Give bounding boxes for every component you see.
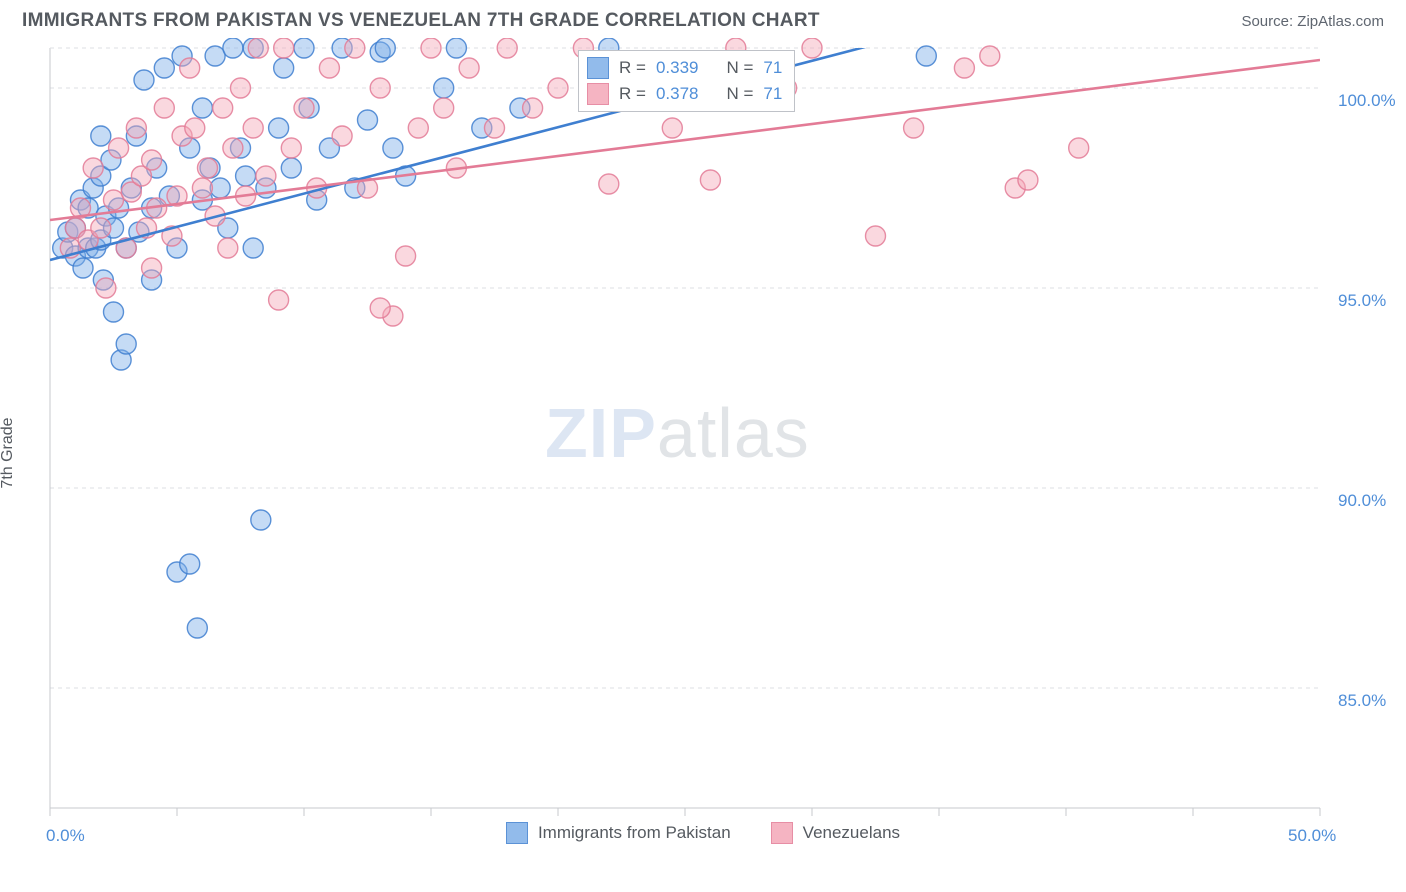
correlation-legend: R = 0.339 N = 71 R = 0.378 N = 71 <box>578 50 795 112</box>
svg-text:100.0%: 100.0% <box>1338 91 1396 110</box>
series-legend: Immigrants from Pakistan Venezuelans <box>0 822 1406 844</box>
legend-r-value: 0.378 <box>656 81 699 107</box>
legend-n-label: N = <box>726 55 753 81</box>
scatter-plot: 100.0% 95.0% 90.0% 85.0% <box>0 38 1406 868</box>
legend-swatch <box>587 57 609 79</box>
svg-text:90.0%: 90.0% <box>1338 491 1386 510</box>
svg-text:85.0%: 85.0% <box>1338 691 1386 710</box>
svg-text:95.0%: 95.0% <box>1338 291 1386 310</box>
legend-n-label: N = <box>726 81 753 107</box>
series-legend-label: Immigrants from Pakistan <box>538 823 731 843</box>
legend-r-label: R = <box>619 81 646 107</box>
legend-r-value: 0.339 <box>656 55 699 81</box>
title-bar: IMMIGRANTS FROM PAKISTAN VS VENEZUELAN 7… <box>0 0 1406 38</box>
legend-swatch <box>587 83 609 105</box>
chart-area: 7th Grade 100.0%95.0%90.0%85.0% ZIPatlas… <box>0 38 1406 868</box>
correlation-legend-row: R = 0.339 N = 71 <box>587 55 782 81</box>
legend-swatch <box>506 822 528 844</box>
legend-swatch <box>771 822 793 844</box>
legend-r-label: R = <box>619 55 646 81</box>
series-legend-item: Immigrants from Pakistan <box>506 822 731 844</box>
correlation-legend-row: R = 0.378 N = 71 <box>587 81 782 107</box>
series-legend-label: Venezuelans <box>803 823 900 843</box>
source-label: Source: ZipAtlas.com <box>1241 13 1384 30</box>
legend-n-value: 71 <box>763 81 782 107</box>
legend-n-value: 71 <box>763 55 782 81</box>
series-legend-item: Venezuelans <box>771 822 900 844</box>
chart-title: IMMIGRANTS FROM PAKISTAN VS VENEZUELAN 7… <box>22 10 820 32</box>
